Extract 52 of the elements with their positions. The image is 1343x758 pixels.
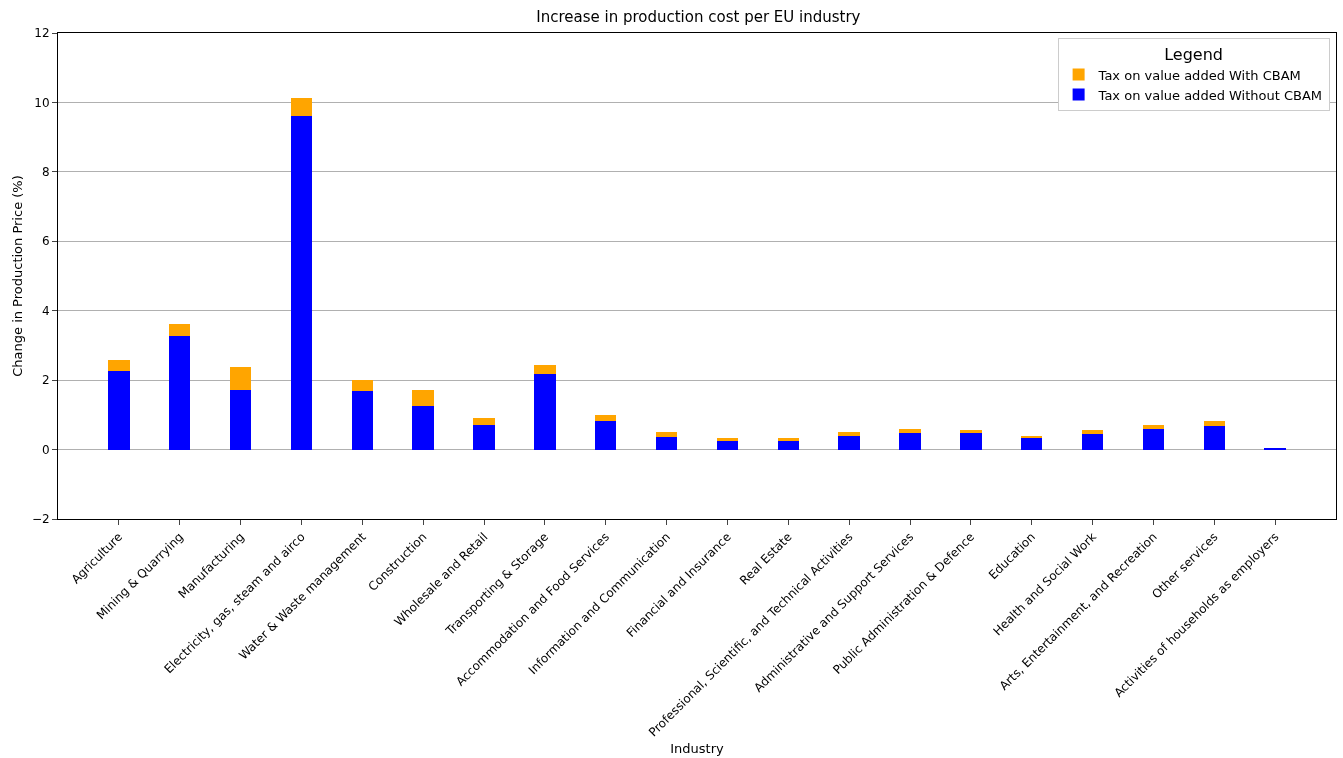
bar xyxy=(473,418,495,425)
bar xyxy=(290,97,313,117)
bar xyxy=(169,335,191,450)
bar xyxy=(1081,433,1104,450)
bar xyxy=(534,373,556,450)
bar xyxy=(169,323,191,336)
bar xyxy=(1021,438,1043,450)
bar xyxy=(595,420,617,450)
bar xyxy=(716,438,739,441)
bar xyxy=(960,433,982,450)
x-axis-title: Industry xyxy=(670,741,725,757)
bar xyxy=(1081,430,1104,434)
bar xyxy=(777,438,799,441)
bar xyxy=(534,364,556,374)
bar xyxy=(716,440,739,450)
y-tick-label: 12 xyxy=(34,26,50,41)
y-tick-label: 10 xyxy=(34,95,50,110)
bar xyxy=(229,366,252,390)
bar xyxy=(290,116,313,450)
bar xyxy=(838,436,860,450)
y-tick-label: −2 xyxy=(31,512,50,527)
y-tick-label: 8 xyxy=(41,165,50,180)
bar xyxy=(899,428,921,434)
y-tick-label: 2 xyxy=(41,373,50,388)
bar xyxy=(960,430,982,434)
y-tick-label: 6 xyxy=(41,234,50,249)
y-tick-label: 0 xyxy=(41,442,50,457)
bar xyxy=(1203,425,1225,450)
bar xyxy=(899,433,921,450)
bar xyxy=(412,405,434,450)
bar xyxy=(412,389,434,406)
bar xyxy=(1142,425,1165,429)
bar xyxy=(351,380,373,391)
bar xyxy=(108,371,130,450)
bar xyxy=(351,390,373,450)
chart-title: Increase in production cost per EU industry xyxy=(536,7,861,26)
bar xyxy=(838,432,860,437)
y-tick-label: 4 xyxy=(41,303,50,318)
bar xyxy=(777,440,799,450)
y-axis-title: Change in Production Price (%) xyxy=(10,175,25,377)
legend-label: Tax on value added Without CBAM xyxy=(1097,87,1323,103)
bar xyxy=(655,432,678,438)
legend-label: Tax on value added With CBAM xyxy=(1097,67,1301,83)
bar xyxy=(595,414,617,421)
bar xyxy=(229,389,252,450)
bar xyxy=(473,424,495,450)
bar xyxy=(108,360,130,372)
legend-title: Legend xyxy=(1164,44,1223,64)
bar xyxy=(1142,428,1165,450)
bar xyxy=(1021,436,1043,439)
bar xyxy=(655,437,678,450)
bar xyxy=(1203,420,1225,426)
